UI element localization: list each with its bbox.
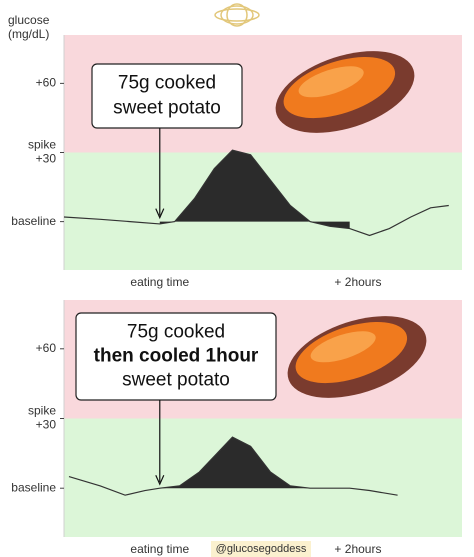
arrow-head <box>155 474 165 486</box>
y-tick-label: +60 <box>36 341 57 355</box>
x-tick-label: + 2hours <box>334 542 381 556</box>
credit-bg <box>211 541 311 557</box>
annotation-text: sweet potato <box>113 97 221 118</box>
y-tick-label: +60 <box>36 76 57 90</box>
y-axis-title: glucose (mg/dL) <box>8 13 50 41</box>
annotation-text: then cooled 1hour <box>94 346 259 367</box>
sweet-potato-image <box>287 316 427 398</box>
y-tick-label: spike +30 <box>28 403 56 431</box>
annotation-box <box>91 63 243 129</box>
annotation-box <box>75 312 277 401</box>
chart: baseline spike +30 +60 eating time + 2hours gl… <box>8 13 462 289</box>
x-tick-label: eating time <box>130 275 189 289</box>
y-tick-label: baseline <box>11 480 56 494</box>
sweet-potato-image <box>275 51 415 133</box>
glucose-line <box>63 149 449 237</box>
area <box>159 150 350 229</box>
y-tick-label: spike +30 <box>28 137 56 165</box>
y-tick-label: baseline <box>11 214 56 228</box>
potato-highlight <box>310 331 376 363</box>
glucose-line <box>68 436 398 496</box>
area <box>159 437 350 489</box>
x-tick-label: + 2hours <box>334 275 381 289</box>
potato-highlight <box>298 66 364 98</box>
chart: baseline spike +30 +60 eating time + 2hours 75… <box>11 300 462 556</box>
annotation-text: 75g cooked <box>118 73 216 94</box>
arrow-head <box>155 208 165 220</box>
annotation-text: 75g cooked <box>127 321 225 342</box>
credit: @glucosegoddess <box>216 543 307 555</box>
logo <box>214 3 260 27</box>
x-tick-label: eating time <box>130 542 189 556</box>
annotation-text: sweet potato <box>122 370 230 391</box>
